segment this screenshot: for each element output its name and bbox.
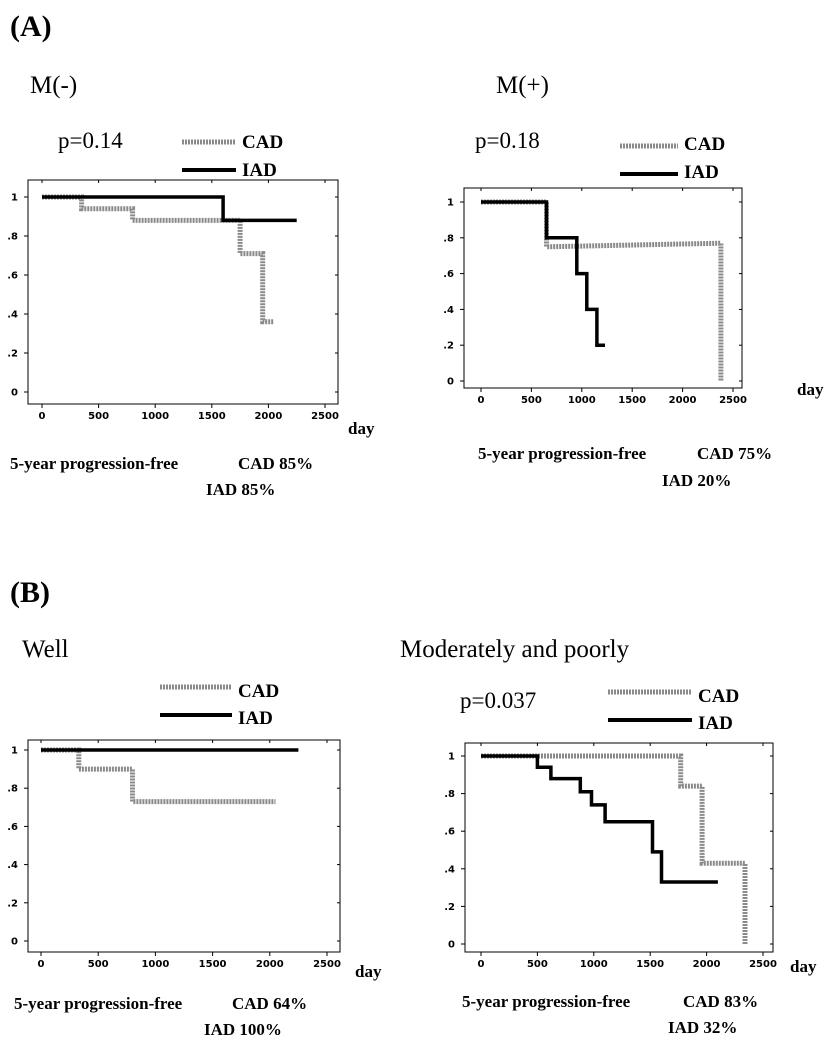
x-tick-label: 1000 [568,395,596,406]
section-label-b: (B) [10,576,50,609]
x-tick-label: 1500 [636,959,664,970]
x-tick-label: 1000 [141,959,169,970]
summary-label: 5-year progression-free [10,454,179,473]
y-tick-label: .8 [444,789,455,800]
x-axis-label: day [790,957,817,976]
plot-frame [27,739,341,953]
summary-iad: IAD 85% [206,480,276,499]
x-tick-label: 2500 [313,959,341,970]
plot-frame [27,179,339,405]
summary-label: 5-year progression-free [478,444,647,463]
x-tick-label: 2500 [311,411,339,422]
chart-panel-0: 0 500 1000 1500 2000 2500 0 .2 .4 .6 .8 1 [7,139,339,422]
x-tick-label: 2500 [719,395,747,406]
y-tick-label: .2 [7,349,18,360]
chart-panel-3: 0 500 1000 1500 2000 2500 0 .2 .4 .6 .8 1 [444,689,777,970]
y-tick-label: .6 [7,822,18,833]
y-tick-label: .8 [443,233,454,244]
panel-title-moderate-poor: Moderately and poorly [400,636,630,663]
x-tick-label: 2000 [693,959,721,970]
x-tick-label: 1500 [198,411,226,422]
legend-label-iad: IAD [242,160,277,181]
legend-label-iad: IAD [684,162,719,183]
x-tick-label: 1500 [199,959,227,970]
y-tick-label: 0 [11,388,18,399]
y-tick-label: 1 [447,198,454,209]
chart-panel-2: 0 500 1000 1500 2000 2500 0 .2 .4 .6 .8 1 [7,684,341,970]
p-value-m-plus: p=0.18 [475,128,540,153]
y-tick-label: 1 [11,746,18,757]
y-tick-label: 1 [448,752,455,763]
series-line-cad [42,194,275,325]
y-tick-label: .2 [7,898,18,909]
legend-label-cad: CAD [684,134,726,155]
y-tick-label: 1 [11,193,18,204]
x-tick-label: 1000 [580,959,608,970]
summary-cad: CAD 64% [232,994,308,1013]
y-tick-label: .6 [7,271,18,282]
y-tick-label: 0 [11,937,18,948]
y-tick-label: 0 [448,940,455,951]
series-line-cad [481,753,748,944]
y-tick-label: .2 [444,902,455,913]
summary-cad: CAD 75% [697,444,773,463]
panel-title-well: Well [22,636,69,663]
series-line-iad [42,195,297,223]
summary-cad: CAD 85% [238,454,314,473]
y-tick-label: .8 [7,232,18,243]
legend-label-cad: CAD [238,681,280,702]
x-tick-label: 2500 [749,959,777,970]
y-tick-label: .2 [443,341,454,352]
summary-iad: IAD 32% [668,1018,738,1037]
y-tick-label: .4 [7,310,18,321]
p-value-moderate-poor: p=0.037 [460,688,537,713]
x-tick-label: 0 [478,959,485,970]
x-tick-label: 500 [88,411,109,422]
x-axis-label: day [355,962,382,981]
legend-label-iad: IAD [238,708,273,729]
y-tick-label: .6 [444,827,455,838]
y-tick-label: .8 [7,784,18,795]
y-tick-label: .4 [443,305,454,316]
section-label-a: (A) [10,10,52,43]
x-tick-label: 500 [527,959,548,970]
legend-label-cad: CAD [242,132,284,153]
x-tick-label: 2000 [669,395,697,406]
chart-panel-1: 0 500 1000 1500 2000 2500 0 .2 .4 .6 .8 1 [443,143,747,406]
x-axis-label: day [348,419,375,438]
series-line-iad [481,200,605,347]
panel-title-m-minus: M(-) [30,72,78,99]
y-tick-label: .6 [443,269,454,280]
x-axis-label: day [797,380,824,399]
summary-label: 5-year progression-free [462,992,631,1011]
y-tick-label: .4 [7,860,18,871]
x-tick-label: 1500 [618,395,646,406]
x-tick-label: 0 [38,959,45,970]
y-tick-label: 0 [447,377,454,388]
series-line-cad [481,199,724,381]
summary-label: 5-year progression-free [14,994,183,1013]
legend-label-iad: IAD [698,713,733,734]
legend-label-cad: CAD [698,686,740,707]
y-tick-label: .4 [444,864,455,875]
p-value-m-minus: p=0.14 [58,128,123,153]
panel-title-m-plus: M(+) [496,72,549,99]
x-tick-label: 0 [478,395,485,406]
x-tick-label: 2000 [254,411,282,422]
series-line-cad [41,747,276,805]
summary-cad: CAD 83% [683,992,759,1011]
x-tick-label: 0 [39,411,46,422]
x-tick-label: 500 [88,959,109,970]
summary-iad: IAD 100% [204,1020,282,1039]
x-tick-label: 500 [521,395,542,406]
x-tick-label: 1000 [141,411,169,422]
series-line-iad [481,754,718,884]
x-tick-label: 2000 [256,959,284,970]
plot-frame [464,742,774,953]
summary-iad: IAD 20% [662,471,732,490]
plot-frame [463,187,743,389]
